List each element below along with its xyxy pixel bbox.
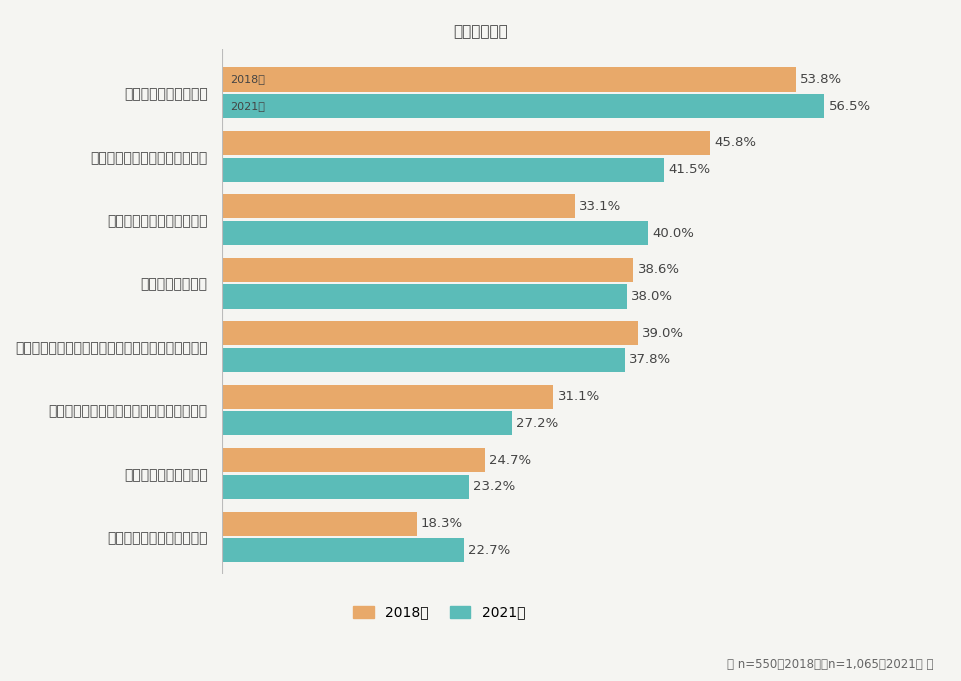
Bar [221, 157, 664, 182]
Text: 24.7%: 24.7% [489, 454, 530, 466]
Bar [221, 194, 574, 219]
Bar [221, 538, 463, 563]
Text: （ n=550　2018年、n=1,065　2021年 ）: （ n=550 2018年、n=1,065 2021年 ） [726, 658, 932, 671]
Legend: 2018年, 2021年: 2018年, 2021年 [347, 600, 530, 625]
Bar [221, 94, 824, 118]
Text: 23.2%: 23.2% [473, 480, 515, 493]
Bar [221, 258, 632, 282]
Bar [221, 448, 484, 472]
Text: 22.7%: 22.7% [467, 544, 509, 557]
Text: （複数回答）: （複数回答） [454, 24, 507, 39]
Bar [221, 511, 416, 536]
Bar [221, 385, 553, 409]
Text: 37.8%: 37.8% [628, 353, 671, 366]
Text: 27.2%: 27.2% [515, 417, 557, 430]
Text: 39.0%: 39.0% [641, 327, 683, 340]
Text: 40.0%: 40.0% [652, 227, 694, 240]
Bar [221, 348, 624, 372]
Text: 53.8%: 53.8% [799, 73, 841, 86]
Bar [221, 285, 627, 308]
Bar [221, 321, 637, 345]
Bar [221, 411, 511, 435]
Text: 56.5%: 56.5% [827, 99, 870, 112]
Text: 31.1%: 31.1% [557, 390, 600, 403]
Text: 41.5%: 41.5% [668, 163, 710, 176]
Bar [221, 475, 469, 499]
Bar [221, 67, 795, 91]
Text: 2021年: 2021年 [230, 101, 264, 111]
Bar [221, 131, 709, 155]
Text: 2018年: 2018年 [230, 74, 264, 84]
Text: 38.0%: 38.0% [630, 290, 673, 303]
Text: 33.1%: 33.1% [579, 200, 621, 213]
Text: 45.8%: 45.8% [714, 136, 755, 149]
Bar [221, 221, 648, 245]
Text: 18.3%: 18.3% [421, 517, 462, 530]
Text: 38.6%: 38.6% [637, 264, 678, 276]
